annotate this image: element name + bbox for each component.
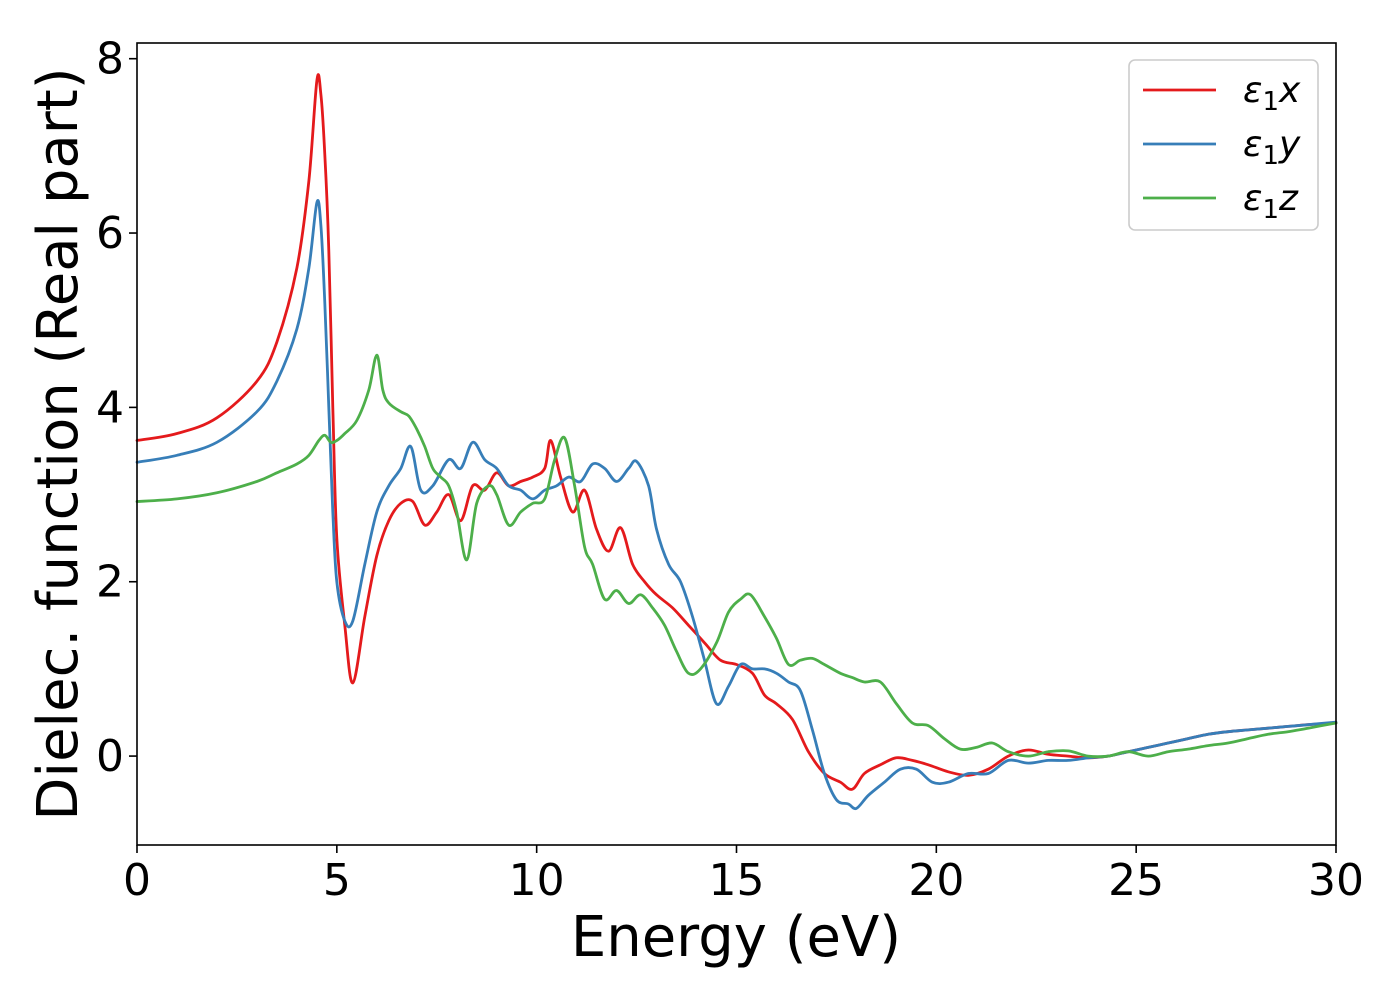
legend-box xyxy=(1128,59,1319,231)
y-tick-label: 2 xyxy=(96,557,124,608)
series-layer xyxy=(135,73,1338,811)
y-axis-title: Dielec. function (Real part) xyxy=(26,67,91,820)
legend-label-z: ε1z xyxy=(1243,178,1299,225)
x-tick-label: 5 xyxy=(323,855,351,906)
legend-label-y: ε1y xyxy=(1243,124,1301,171)
x-tick-label: 30 xyxy=(1308,855,1364,906)
y-tick-label: 0 xyxy=(96,731,124,782)
y-tick-label: 4 xyxy=(96,382,124,433)
series-line-x xyxy=(135,73,1338,791)
y-axis-ticks: 0 2 4 6 8 xyxy=(96,34,137,782)
legend: ε1x ε1y ε1z xyxy=(1128,59,1319,231)
x-tick-label: 0 xyxy=(123,855,151,906)
legend-label-x: ε1x xyxy=(1243,70,1301,117)
y-tick-label: 8 xyxy=(96,34,124,85)
x-tick-label: 20 xyxy=(908,855,964,906)
series-line-y xyxy=(135,199,1338,811)
x-axis-title: Energy (eV) xyxy=(571,905,901,970)
series-line-z xyxy=(135,353,1338,759)
x-tick-label: 25 xyxy=(1108,855,1164,906)
x-axis-ticks: 0 5 10 15 20 25 30 xyxy=(123,845,1364,906)
x-tick-label: 10 xyxy=(509,855,565,906)
x-tick-label: 15 xyxy=(709,855,765,906)
y-tick-label: 6 xyxy=(96,208,124,259)
